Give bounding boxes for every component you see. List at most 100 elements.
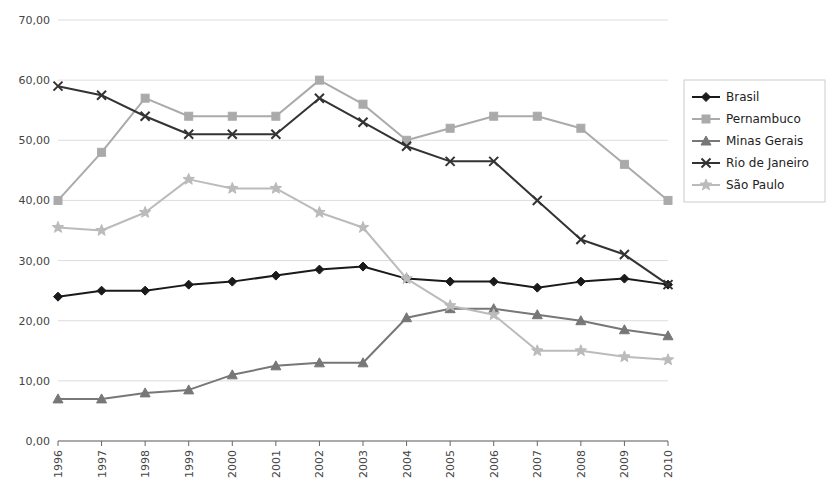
series-point [184, 385, 194, 394]
grid-line [58, 140, 668, 141]
x-tick-label: 2000 [226, 450, 239, 478]
series-point [401, 273, 412, 284]
legend-label: Pernambuco [726, 112, 801, 126]
legend-label: São Paulo [726, 178, 784, 192]
series-point [490, 112, 498, 120]
x-tick-label: 2007 [531, 450, 544, 478]
series-point [662, 354, 673, 365]
legend-frame [684, 80, 825, 202]
x-tick [58, 441, 59, 446]
x-tick [145, 441, 146, 446]
series-point [271, 271, 280, 280]
series-point [54, 196, 62, 204]
series-point [183, 173, 194, 184]
series-point [228, 130, 237, 139]
legend: BrasilPernambucoMinas GeraisRio de Janei… [684, 80, 825, 202]
x-tick-label: 2010 [662, 450, 675, 478]
legend-label: Rio de Janeiro [726, 156, 809, 170]
legend-marker [700, 179, 711, 190]
series-line [58, 309, 668, 399]
x-tick-label: 1997 [96, 450, 109, 478]
y-tick-label: 40,00 [19, 194, 51, 207]
x-tick-label: 2002 [313, 450, 326, 478]
x-tick [188, 441, 189, 446]
x-tick-label: 2005 [444, 450, 457, 478]
x-tick-label: 2001 [270, 450, 283, 478]
y-tick-label: 50,00 [19, 134, 51, 147]
x-tick-label: 1996 [52, 450, 65, 478]
series-point [184, 130, 193, 139]
series-point [577, 124, 585, 132]
x-tick [450, 441, 451, 446]
series-point [576, 235, 585, 244]
series-point [315, 76, 323, 84]
series-point [54, 292, 63, 301]
series-point [141, 112, 150, 121]
plot-area [52, 76, 673, 403]
series-point [620, 274, 629, 283]
x-tick-label: 2009 [618, 450, 631, 478]
series-point [272, 112, 280, 120]
series-point [576, 316, 586, 325]
series-point [53, 394, 63, 403]
series-point [664, 280, 673, 289]
x-tick-label: 1999 [183, 450, 196, 478]
series-point [533, 196, 542, 205]
series-point [315, 94, 324, 103]
series-point [185, 112, 193, 120]
legend-label: Minas Gerais [726, 134, 803, 148]
x-tick [363, 441, 364, 446]
y-tick-label: 60,00 [19, 74, 51, 87]
series-line [58, 80, 668, 200]
series-point [444, 300, 455, 311]
series-point [97, 394, 107, 403]
series-point [139, 206, 150, 217]
series-point [576, 277, 585, 286]
series-point [620, 160, 628, 168]
legend-marker [702, 115, 710, 123]
legend-marker [701, 136, 711, 145]
series-point [315, 265, 324, 274]
x-tick [406, 441, 407, 446]
grid-line [58, 260, 668, 261]
x-tick [275, 441, 276, 446]
y-tick-label: 70,00 [19, 14, 51, 27]
series-line [58, 86, 668, 284]
series-point [314, 358, 324, 367]
series-point [97, 91, 106, 100]
grid-line [58, 380, 668, 381]
series-point [271, 361, 281, 370]
series-point [489, 157, 498, 166]
series-point [228, 112, 236, 120]
series-point [446, 277, 455, 286]
series-point [532, 345, 543, 356]
series-point [446, 124, 454, 132]
x-tick-label: 2003 [357, 450, 370, 478]
grid-line [58, 80, 668, 81]
series-point [227, 370, 237, 379]
x-tick [580, 441, 581, 446]
series-point [141, 286, 150, 295]
series-point [533, 283, 542, 292]
grid-line [58, 200, 668, 201]
x-tick-label: 2008 [575, 450, 588, 478]
series-point [532, 310, 542, 319]
series-point [140, 388, 150, 397]
series-point [228, 277, 237, 286]
series-point [357, 221, 368, 232]
series-point [489, 277, 498, 286]
x-tick [232, 441, 233, 446]
series-point [619, 351, 630, 362]
series-point [359, 118, 368, 127]
series-point [271, 130, 280, 139]
x-tick-label: 2004 [401, 450, 414, 478]
legend-marker [702, 93, 711, 102]
series-point [96, 225, 107, 236]
y-tick-label: 30,00 [19, 255, 51, 268]
series-point [184, 280, 193, 289]
series-point [314, 206, 325, 217]
y-grid [58, 20, 668, 441]
y-tick-label: 0,00 [26, 435, 51, 448]
x-tick [493, 441, 494, 446]
series-point [52, 221, 63, 232]
